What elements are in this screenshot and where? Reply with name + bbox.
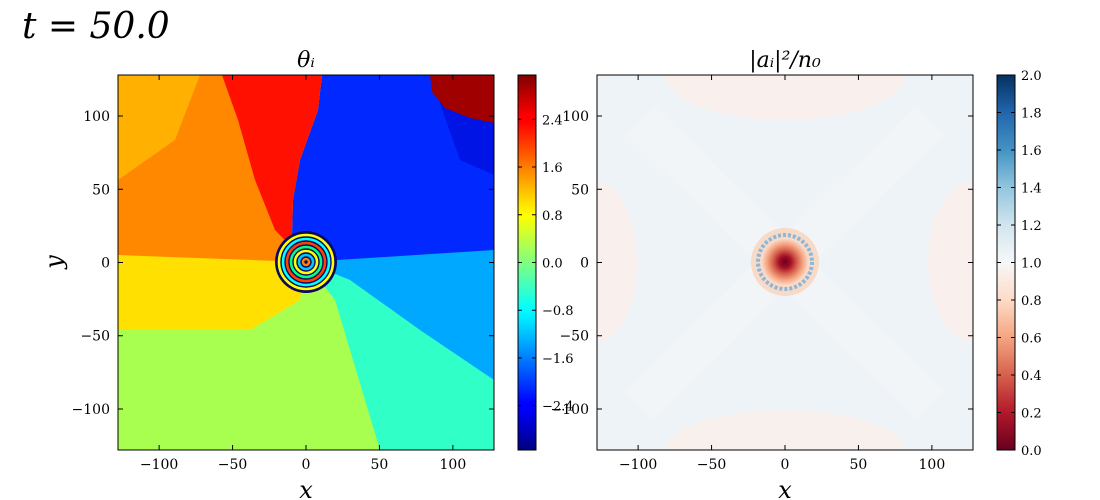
density-cbar-tick-label: 0.4 — [1021, 369, 1042, 384]
phase-heatmap — [118, 75, 494, 450]
density-cbar-tick-label: 0.8 — [1021, 294, 1042, 309]
phase-cbar-tick-label: 2.4 — [542, 113, 563, 128]
density-band-bottom — [665, 410, 905, 450]
phase-xtick-label: 50 — [371, 457, 389, 473]
density-vortex-ring — [756, 233, 814, 291]
density-ytick-label: 50 — [571, 182, 589, 198]
density-xtick-label: 50 — [850, 457, 868, 473]
phase-region-yellow — [118, 250, 306, 330]
phase-y-axis: −100 −50 0 50 100 — [72, 109, 494, 418]
phase-cbar-tick-label: 0.8 — [542, 209, 563, 224]
density-y-axis: −100 −50 0 50 100 — [551, 109, 973, 418]
density-xlabel: x — [778, 476, 792, 500]
phase-cbar-tick-label: 0.0 — [542, 257, 563, 272]
phase-x-axis: −100 −50 0 50 100 — [140, 75, 466, 473]
phase-region-lightblue — [306, 225, 494, 380]
density-ytick-label: −100 — [551, 402, 589, 418]
density-ytick-label: 100 — [562, 109, 589, 125]
phase-ytick-label: 50 — [92, 182, 110, 198]
phase-ylabel: y — [40, 255, 68, 270]
phase-colorbar-ticks: −2.4 −1.6 −0.8 0.0 0.8 1.6 2.4 — [518, 113, 574, 415]
density-xtick-label: −50 — [697, 457, 727, 473]
density-cbar-tick-label: 1.4 — [1021, 182, 1042, 197]
density-cbar-tick-label: 2.0 — [1021, 69, 1042, 84]
phase-cbar-tick-label: −1.6 — [542, 352, 574, 367]
density-cbar-tick-label: 1.2 — [1021, 219, 1042, 234]
phase-ytick-label: −50 — [80, 329, 110, 345]
density-heatmap — [597, 75, 973, 450]
density-title: |aᵢ|²/n₀ — [749, 48, 821, 73]
density-cbar-tick-label: 0.2 — [1021, 407, 1042, 422]
phase-title: θᵢ — [297, 48, 315, 73]
phase-region-amber — [118, 75, 200, 180]
density-xtick-label: 0 — [781, 457, 790, 473]
phase-xtick-label: −100 — [140, 457, 178, 473]
density-xtick-label: 100 — [919, 457, 946, 473]
phase-xlabel: x — [299, 476, 313, 500]
phase-xtick-label: 0 — [302, 457, 311, 473]
density-band-left — [597, 182, 637, 342]
density-ytick-label: −50 — [559, 329, 589, 345]
density-cbar-tick-label: 1.6 — [1021, 144, 1042, 159]
time-label: t = 50.0 — [22, 6, 170, 47]
phase-ytick-label: 100 — [83, 109, 110, 125]
density-cbar-tick-label: 0.6 — [1021, 332, 1042, 347]
phase-cbar-tick-label: −0.8 — [542, 304, 574, 319]
phase-region-blue — [292, 75, 494, 262]
density-cbar-tick-label: 1.0 — [1021, 257, 1042, 272]
phase-panel: θᵢ — [40, 48, 574, 500]
density-band-right — [928, 182, 973, 342]
density-panel: |aᵢ|²/n₀ −100 −50 0 50 100 −100 −50 0 50 100 x 0… — [551, 48, 1042, 500]
phase-cbar-tick-label: −2.4 — [542, 400, 574, 415]
density-colorbar-ticks: 0.0 0.2 0.4 0.6 0.8 1.0 1.2 1.4 1.6 1.8 2.0 — [997, 69, 1042, 459]
phase-xtick-label: 100 — [440, 457, 467, 473]
density-cbar-tick-label: 1.8 — [1021, 107, 1042, 122]
density-xtick-label: −100 — [619, 457, 657, 473]
phase-vortex-spiral — [277, 233, 335, 291]
phase-ytick-label: −100 — [72, 402, 110, 418]
phase-ytick-label: 0 — [101, 256, 110, 272]
density-ytick-label: 0 — [580, 256, 589, 272]
density-cbar-tick-label: 0.0 — [1021, 444, 1042, 459]
phase-region-darkred — [430, 75, 494, 123]
phase-region-red — [222, 75, 322, 262]
density-band-top — [665, 75, 905, 120]
density-x-axis: −100 −50 0 50 100 — [619, 75, 945, 473]
phase-cbar-tick-label: 1.6 — [542, 161, 563, 176]
phase-xtick-label: −50 — [218, 457, 248, 473]
density-vortex-core — [761, 238, 809, 286]
